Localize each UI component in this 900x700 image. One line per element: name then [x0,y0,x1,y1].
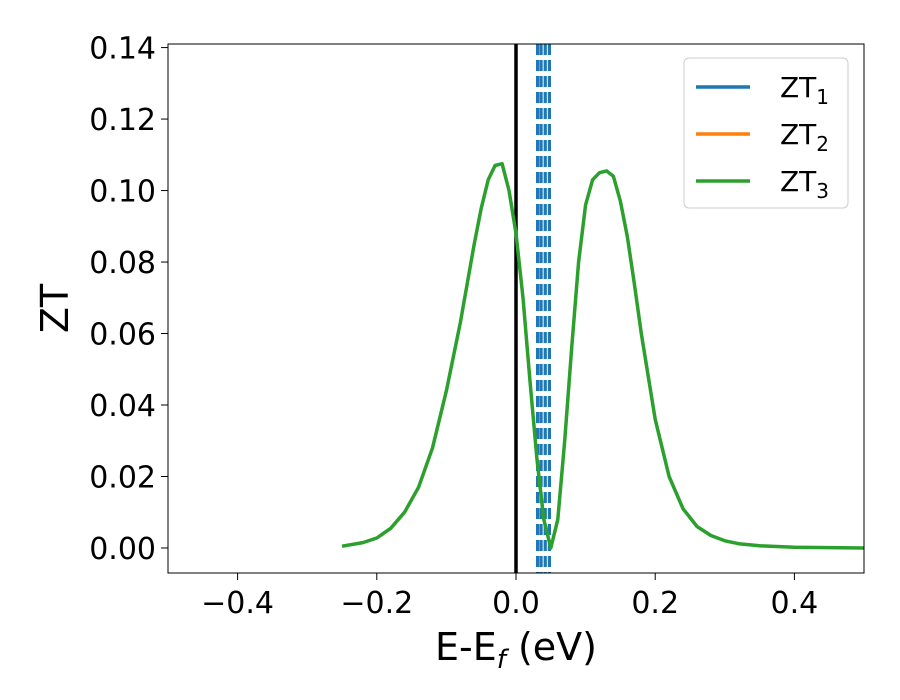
x-tick-label: 0.4 [771,586,819,621]
legend-label-1: ZT1 [780,71,829,109]
y-tick-label: 0.12 [89,103,156,138]
y-tick-label: 0.04 [89,389,156,424]
y-tick-label: 0.06 [89,318,156,353]
x-tick-label: −0.4 [201,586,274,621]
legend-label-2: ZT2 [780,118,829,156]
y-tick-label: 0.10 [89,175,156,210]
y-tick-label: 0.02 [89,460,156,495]
y-axis-ticks: 0.00 0.02 0.04 0.06 0.08 0.10 0.12 0.14 [89,32,168,567]
y-axis-label: ZT [33,283,77,333]
legend-box [683,57,849,209]
y-tick-label: 0.14 [89,32,156,67]
x-axis-ticks: −0.4 −0.2 0.0 0.2 0.4 [201,573,818,621]
legend: ZT1 ZT2 ZT3 [683,57,849,209]
x-axis-label: E-Ef (eV) [435,625,597,675]
legend-label-3: ZT3 [780,165,829,203]
vertical-lines [514,44,552,573]
series-group [341,161,864,550]
x-tick-label: 0.2 [631,586,679,621]
y-tick-label: 0.00 [89,532,156,567]
x-tick-label: −0.2 [340,586,413,621]
x-tick-label: 0.0 [492,586,540,621]
series-line-3 [341,161,864,550]
y-tick-label: 0.08 [89,246,156,281]
